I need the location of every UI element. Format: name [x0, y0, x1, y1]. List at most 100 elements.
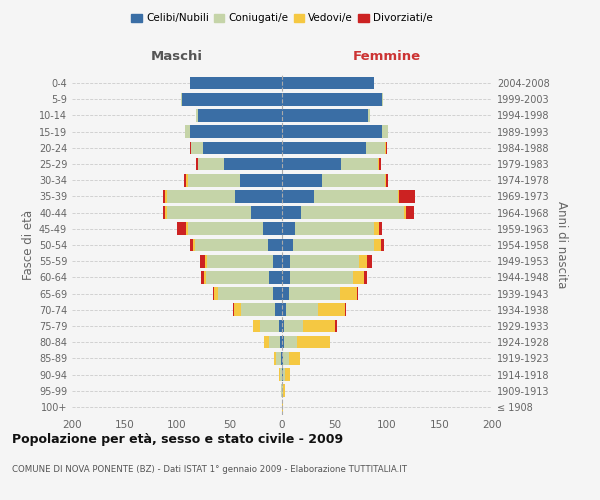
Bar [281, 352, 282, 364]
Bar [206, 271, 269, 283]
Bar [181, 93, 182, 106]
Bar [386, 142, 387, 154]
Bar [190, 77, 282, 90]
Bar [198, 158, 224, 170]
Bar [290, 271, 353, 283]
Bar [368, 109, 370, 122]
Bar [198, 109, 282, 122]
Bar [276, 352, 281, 364]
Bar [193, 238, 195, 252]
Bar [318, 304, 345, 316]
Bar [282, 158, 341, 170]
Bar [264, 336, 269, 348]
Bar [272, 288, 282, 300]
Bar [205, 255, 208, 268]
Bar [282, 109, 368, 122]
Bar [184, 174, 187, 186]
Bar [268, 238, 282, 252]
Bar [285, 368, 290, 381]
Bar [296, 336, 330, 348]
Bar [353, 271, 364, 283]
Legend: Celibi/Nubili, Coniugati/e, Vedovi/e, Divorziati/e: Celibi/Nubili, Coniugati/e, Vedovi/e, Di… [128, 10, 436, 26]
Bar [166, 190, 167, 202]
Bar [233, 304, 234, 316]
Text: Popolazione per età, sesso e stato civile - 2009: Popolazione per età, sesso e stato civil… [12, 432, 343, 446]
Bar [279, 320, 282, 332]
Bar [377, 158, 379, 170]
Bar [366, 142, 385, 154]
Bar [166, 206, 167, 219]
Bar [282, 368, 283, 381]
Bar [282, 77, 374, 90]
Bar [406, 206, 414, 219]
Bar [190, 142, 191, 154]
Bar [359, 255, 367, 268]
Bar [251, 206, 282, 219]
Bar [386, 174, 388, 186]
Bar [204, 271, 206, 283]
Bar [374, 238, 381, 252]
Y-axis label: Anni di nascita: Anni di nascita [554, 202, 568, 288]
Bar [341, 158, 377, 170]
Bar [364, 271, 367, 283]
Bar [187, 174, 188, 186]
Bar [290, 255, 359, 268]
Bar [282, 206, 301, 219]
Bar [282, 320, 284, 332]
Bar [379, 222, 382, 235]
Bar [213, 288, 214, 300]
Bar [282, 352, 283, 364]
Bar [280, 336, 282, 348]
Bar [289, 288, 340, 300]
Bar [284, 320, 303, 332]
Bar [253, 320, 260, 332]
Text: COMUNE DI NOVA PONENTE (BZ) - Dati ISTAT 1° gennaio 2009 - Elaborazione TUTTITAL: COMUNE DI NOVA PONENTE (BZ) - Dati ISTAT… [12, 465, 407, 474]
Bar [385, 174, 386, 186]
Bar [275, 304, 282, 316]
Bar [282, 190, 314, 202]
Bar [187, 222, 188, 235]
Y-axis label: Fasce di età: Fasce di età [22, 210, 35, 280]
Bar [177, 222, 187, 235]
Text: Maschi: Maschi [151, 50, 203, 62]
Bar [282, 238, 293, 252]
Bar [282, 93, 382, 106]
Bar [282, 126, 382, 138]
Bar [195, 238, 268, 252]
Bar [191, 142, 203, 154]
Bar [356, 288, 358, 300]
Bar [279, 368, 280, 381]
Bar [282, 336, 284, 348]
Bar [187, 174, 240, 186]
Bar [203, 142, 282, 154]
Bar [234, 304, 241, 316]
Bar [286, 304, 318, 316]
Bar [235, 190, 282, 202]
Text: Femmine: Femmine [353, 50, 421, 62]
Bar [196, 158, 198, 170]
Bar [272, 255, 282, 268]
Bar [214, 288, 218, 300]
Bar [224, 158, 282, 170]
Bar [283, 352, 289, 364]
Bar [382, 93, 383, 106]
Bar [345, 304, 346, 316]
Bar [260, 320, 279, 332]
Bar [381, 238, 384, 252]
Bar [187, 222, 263, 235]
Bar [281, 384, 282, 397]
Bar [201, 271, 205, 283]
Bar [322, 174, 385, 186]
Bar [295, 222, 374, 235]
Bar [382, 126, 388, 138]
Bar [282, 142, 366, 154]
Bar [167, 190, 235, 202]
Bar [282, 400, 283, 413]
Bar [185, 126, 190, 138]
Bar [282, 222, 295, 235]
Bar [263, 222, 282, 235]
Bar [282, 174, 322, 186]
Bar [282, 304, 286, 316]
Bar [282, 271, 290, 283]
Bar [282, 288, 289, 300]
